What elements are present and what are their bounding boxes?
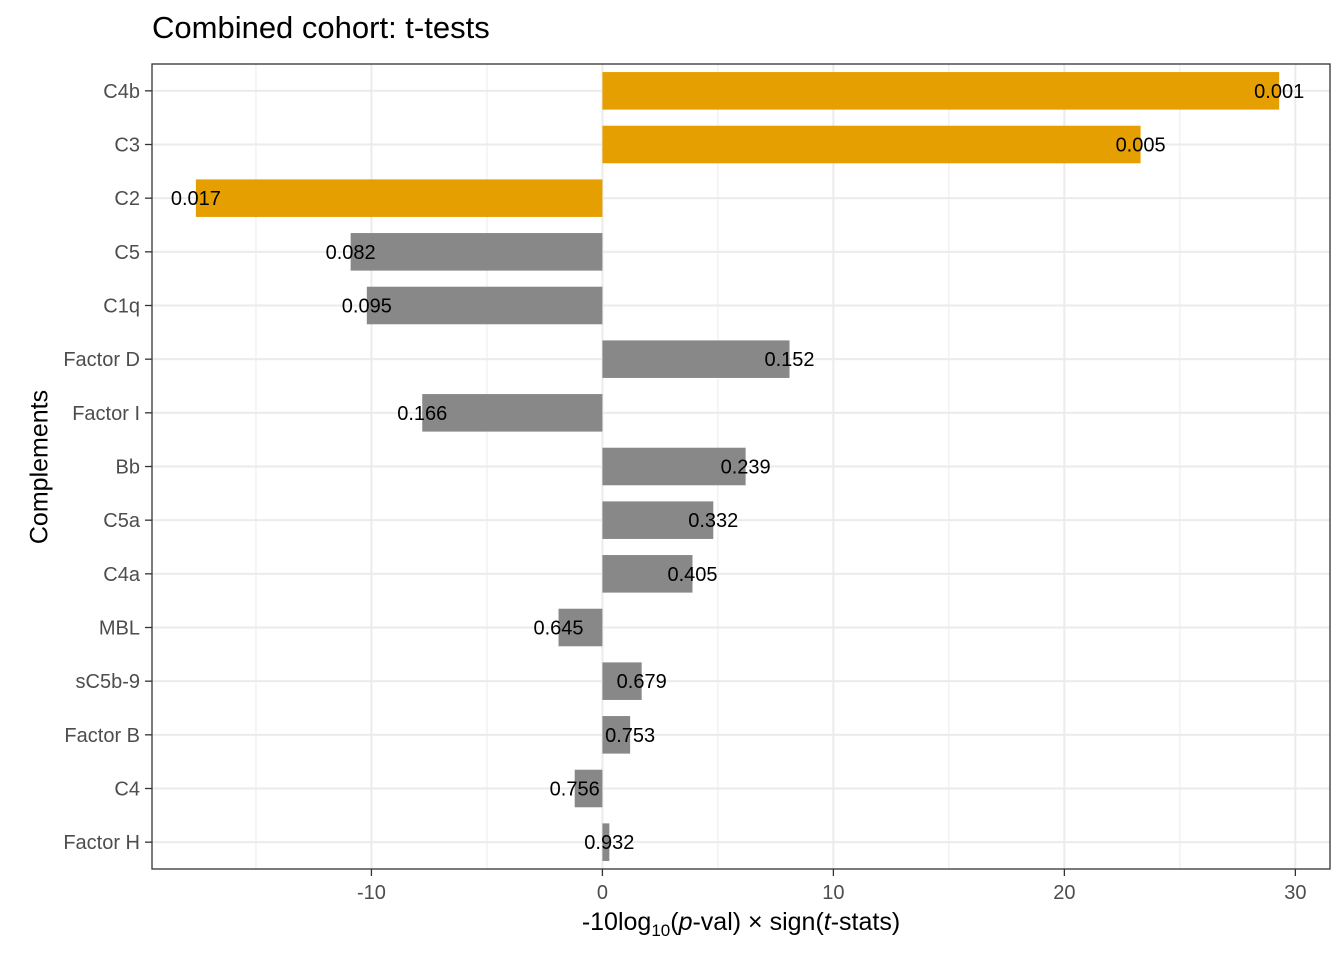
x-axis: -10 0 10 20 30	[357, 869, 1306, 904]
bar-value-label: 0.405	[667, 564, 717, 586]
y-tick-label: C4a	[103, 564, 141, 586]
bar	[602, 501, 714, 539]
y-tick-label: C3	[114, 135, 140, 157]
bar	[602, 823, 610, 861]
bar-value-label: 0.332	[688, 510, 738, 532]
x-tick-label: -10	[357, 882, 386, 904]
bar-value-label: 0.152	[764, 349, 814, 371]
x-axis-label: -10log10(p-val) × sign(t-stats)	[581, 908, 901, 940]
y-tick-label: C4	[114, 779, 140, 801]
bar-value-label: 0.239	[721, 457, 771, 479]
bar-value-label: 0.005	[1116, 135, 1166, 157]
bar-value-label: 0.679	[617, 671, 667, 693]
bar	[366, 286, 603, 325]
y-axis-label: Complements	[25, 389, 54, 545]
bar	[602, 662, 642, 700]
bar-value-label: 0.756	[550, 779, 600, 801]
bar	[602, 72, 1280, 110]
y-tick-label: Factor I	[72, 403, 140, 425]
chart-title: Combined cohort: t-tests	[152, 10, 490, 45]
y-tick-label: Factor B	[64, 725, 140, 747]
y-tick-label: C2	[114, 188, 140, 210]
y-tick-label: C5a	[103, 510, 141, 532]
bar	[602, 125, 1141, 164]
bar-labels: 0.001 0.005 0.017 0.082 0.095 0.152 0.166 0.239…	[171, 81, 1304, 854]
bar-value-label: 0.001	[1254, 81, 1304, 103]
x-tick-label: 30	[1284, 882, 1306, 904]
bar	[602, 716, 631, 754]
y-tick-label: C1q	[103, 296, 140, 318]
bar-value-label: 0.166	[397, 403, 447, 425]
bar	[558, 608, 603, 647]
y-tick-label: MBL	[99, 618, 140, 640]
bar	[195, 179, 603, 217]
bar	[602, 340, 790, 378]
y-tick-label: Factor D	[63, 349, 140, 371]
y-axis: C4b C3 C2 C5 C1q Factor D Factor I Bb C5a C4a MBL s…	[63, 81, 152, 854]
bar-value-label: 0.095	[342, 296, 392, 318]
bar	[602, 555, 693, 593]
bars	[195, 72, 1280, 861]
bar-value-label: 0.082	[326, 242, 376, 264]
y-tick-label: C5	[114, 242, 140, 264]
bar-value-label: 0.645	[533, 618, 583, 640]
bar	[574, 769, 603, 808]
x-tick-label: 20	[1053, 882, 1075, 904]
bar-value-label: 0.753	[605, 725, 655, 747]
y-tick-label: Factor H	[63, 832, 140, 854]
y-tick-label: sC5b-9	[76, 671, 140, 693]
bar	[422, 394, 603, 432]
y-tick-label: Bb	[116, 457, 140, 479]
bar	[602, 447, 746, 486]
x-tick-label: 0	[597, 882, 608, 904]
y-tick-label: C4b	[103, 81, 140, 103]
bar	[350, 233, 603, 271]
bar-value-label: 0.017	[171, 188, 221, 210]
bar-value-label: 0.932	[584, 832, 634, 854]
x-tick-label: 10	[822, 882, 844, 904]
